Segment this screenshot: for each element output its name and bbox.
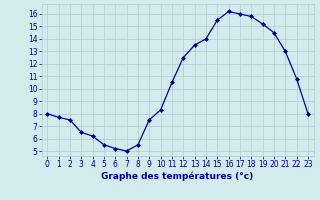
X-axis label: Graphe des températures (°c): Graphe des températures (°c)	[101, 172, 254, 181]
